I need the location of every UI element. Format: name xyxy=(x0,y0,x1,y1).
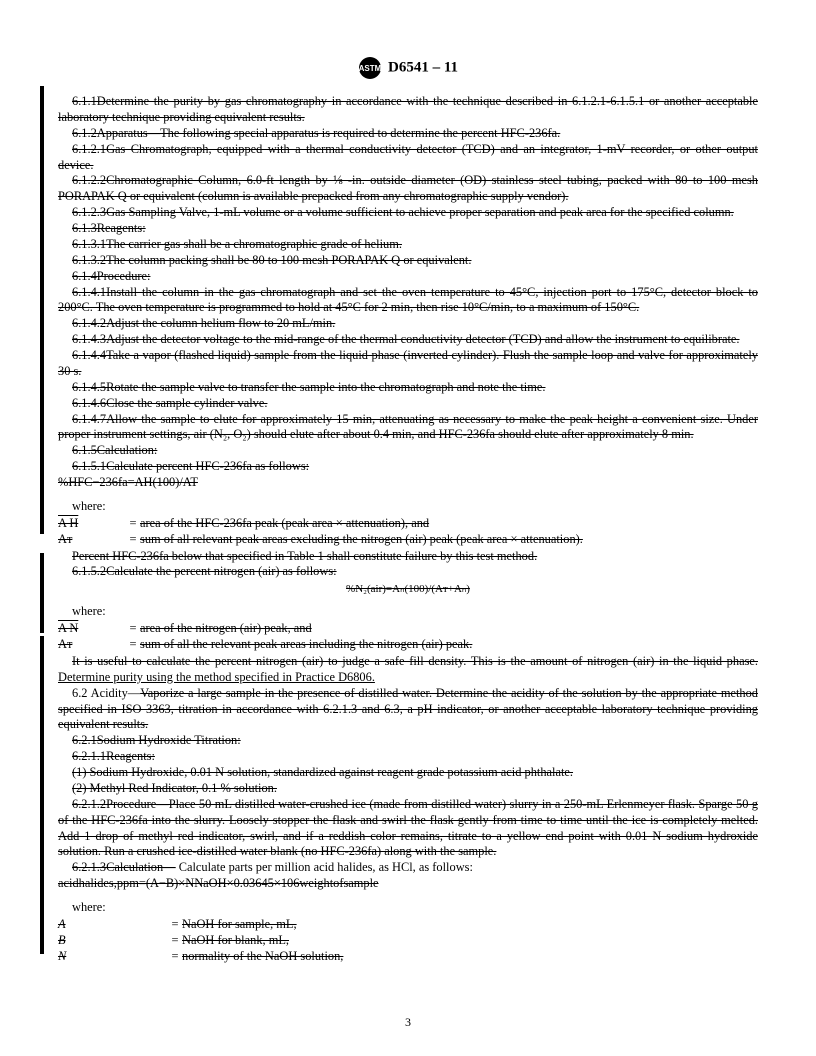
para: 6.1.5Calculation: xyxy=(72,443,157,457)
para: (1) Sodium Hydroxide, 0.01 N solution, s… xyxy=(72,765,573,779)
para-plain: Determine purity using the method specif… xyxy=(58,670,375,684)
def: NaOH for sample, mL, xyxy=(182,917,297,931)
sym: B xyxy=(58,933,66,947)
where-table: A N = area of the nitrogen (air) peak, a… xyxy=(58,621,758,653)
def: area of the nitrogen (air) peak, and xyxy=(140,621,312,635)
para: 6.1.3.1The carrier gas shall be a chroma… xyxy=(72,237,402,251)
para: 6.1.4.2Adjust the column helium flow to … xyxy=(72,316,335,330)
def: NaOH for blank, mL, xyxy=(182,933,289,947)
def: sum of all the relevant peak areas inclu… xyxy=(140,637,472,651)
para: 6.1.2Apparatus—The following special app… xyxy=(72,126,560,140)
change-bar xyxy=(40,636,44,954)
def: area of the HFC-236fa peak (peak area × … xyxy=(140,516,429,530)
svg-text:ASTM: ASTM xyxy=(359,64,382,73)
para: 6.1.4.7Allow the sample to elute for app… xyxy=(58,412,758,442)
para: 6.1.4.1Install the column in the gas chr… xyxy=(58,285,758,315)
para-lead: 6.2.1.3Calculation— xyxy=(72,860,176,874)
sym: A N xyxy=(58,621,78,635)
where-label: where: xyxy=(72,900,106,914)
para: 6.1.4.6Close the sample cylinder valve. xyxy=(72,396,267,410)
where-label: where: xyxy=(72,499,106,513)
para: 6.1.2.2Chromatographic Column, 6.0-ft le… xyxy=(58,173,758,203)
page: ASTM D6541 – 11 6.1.1Determine the purit… xyxy=(0,0,816,1056)
equation: %HFC−236fa=AH(100)/AT xyxy=(58,475,198,489)
sym: A xyxy=(58,917,66,931)
para: Vaporize a large sample in the presence … xyxy=(58,686,758,732)
astm-logo-icon: ASTM xyxy=(358,56,382,80)
sym: A H xyxy=(58,516,78,530)
para: 6.1.3.2The column packing shall be 80 to… xyxy=(72,253,471,267)
equation: %N₂(air)=Aₙ(100)/(Aᴛ+Aₙ) xyxy=(346,583,470,595)
para: It is useful to calculate the percent ni… xyxy=(72,654,758,668)
def: normality of the NaOH solution, xyxy=(182,949,343,963)
para: (2) Methyl Red Indicator, 0.1 % solution… xyxy=(72,781,277,795)
change-bar xyxy=(40,553,44,633)
def: sum of all relevant peak areas excluding… xyxy=(140,532,583,546)
para: 6.1.4.5Rotate the sample valve to transf… xyxy=(72,380,545,394)
para: 6.2.1.2Procedure—Place 50 mL distilled w… xyxy=(58,797,758,859)
para: 6.1.3Reagents: xyxy=(72,221,146,235)
body-content: 6.1.1Determine the purity by gas chromat… xyxy=(58,94,758,965)
where-table: A = NaOH for sample, mL, B = NaOH for bl… xyxy=(58,917,758,965)
para: 6.2.1Sodium Hydroxide Titration: xyxy=(72,733,241,747)
equation: acidhalides,ppm=(A−B)×NNaOH×0.03645×106w… xyxy=(58,876,379,890)
para: 6.1.4.3Adjust the detector voltage to th… xyxy=(72,332,740,346)
change-bar xyxy=(40,86,44,534)
designation: D6541 – 11 xyxy=(388,59,458,75)
para: 6.1.2.1Gas Chromatograph, equipped with … xyxy=(58,142,758,172)
sym: Aᴛ xyxy=(58,637,72,651)
document-header: ASTM D6541 – 11 xyxy=(58,56,758,80)
sym: N xyxy=(58,949,66,963)
para: 6.2.1.1Reagents: xyxy=(72,749,155,763)
para: 6.1.2.3Gas Sampling Valve, 1-mL volume o… xyxy=(72,205,734,219)
where-table: A H = area of the HFC-236fa peak (peak a… xyxy=(58,516,758,548)
para: 6.1.4.4Take a vapor (flashed liquid) sam… xyxy=(58,348,758,378)
sym: Aᴛ xyxy=(58,532,72,546)
para: Percent HFC-236fa below that specified i… xyxy=(72,549,537,563)
para-plain: Calculate parts per million acid halides… xyxy=(176,860,473,874)
para: 6.1.5.1Calculate percent HFC-236fa as fo… xyxy=(72,459,309,473)
where-label: where: xyxy=(72,604,106,618)
page-number: 3 xyxy=(0,1015,816,1030)
para-lead: 6.2 Acidity— xyxy=(72,686,140,700)
para: 6.1.1Determine the purity by gas chromat… xyxy=(58,94,758,124)
para: 6.1.5.2Calculate the percent nitrogen (a… xyxy=(72,564,337,578)
para: 6.1.4Procedure: xyxy=(72,269,150,283)
